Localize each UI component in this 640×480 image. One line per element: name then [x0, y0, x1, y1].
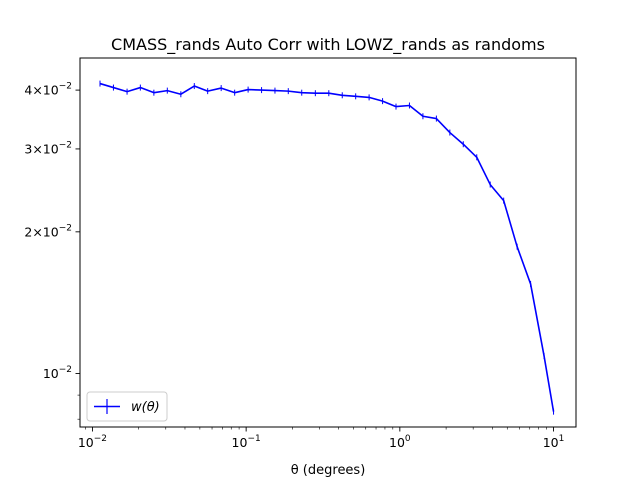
- plot-area: [79, 57, 577, 428]
- x-tick-label-3: 101: [543, 434, 565, 450]
- y-tick-label-1: 3×10−2: [24, 140, 72, 156]
- legend: w(θ): [86, 391, 168, 422]
- x-tick-label-2: 100: [389, 434, 411, 450]
- y-tick-label-3: 10−2: [43, 365, 72, 381]
- y-tick-label-0: 4×10−2: [24, 82, 72, 98]
- x-tick-label-1: 10−1: [232, 434, 261, 450]
- x-tick-label-0: 10−2: [78, 434, 107, 450]
- x-axis: 10−2 10−1 100 101: [78, 427, 565, 450]
- legend-label: w(θ): [131, 400, 160, 415]
- y-axis: 4×10−2 3×10−2 2×10−2 10−2: [24, 82, 80, 420]
- x-axis-label: θ (degrees): [291, 463, 366, 478]
- plot-frame: [79, 57, 577, 428]
- y-tick-label-2: 2×10−2: [24, 223, 72, 239]
- chart-title: CMASS_rands Auto Corr with LOWZ_rands as…: [111, 35, 545, 55]
- series-layer: [99, 80, 555, 415]
